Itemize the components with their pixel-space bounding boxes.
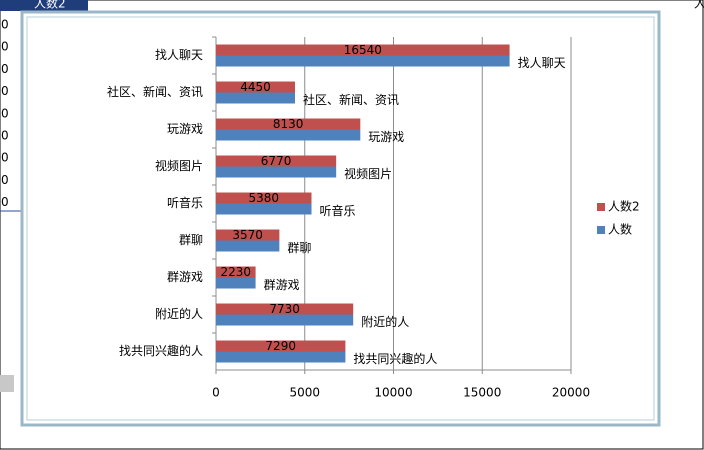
bar bbox=[216, 277, 256, 289]
bar bbox=[216, 118, 361, 130]
y-tick-label: 玩游戏 bbox=[167, 122, 203, 136]
y-tick-label: 社区、新闻、资讯 bbox=[107, 84, 203, 99]
sheet-cell: 0 bbox=[1, 40, 9, 54]
sheet-cell: 0 bbox=[1, 18, 9, 32]
sheet-cell: 0 bbox=[1, 84, 9, 98]
x-tick-label: 15000 bbox=[463, 386, 501, 400]
data-label: 5380 bbox=[248, 191, 279, 205]
bar bbox=[216, 266, 256, 278]
data-label: 社区、新闻、资讯 bbox=[303, 92, 399, 107]
bar bbox=[216, 240, 280, 252]
data-label: 7730 bbox=[269, 302, 300, 316]
data-label: 8130 bbox=[273, 117, 304, 131]
y-tick-label: 群游戏 bbox=[167, 270, 203, 284]
data-label: 3570 bbox=[232, 228, 263, 242]
sheet-cell: 0 bbox=[1, 151, 9, 165]
y-tick-label: 视频图片 bbox=[155, 158, 203, 173]
x-tick-label: 0 bbox=[212, 386, 220, 400]
legend-label: 人数2 bbox=[608, 199, 640, 214]
data-label: 视频图片 bbox=[344, 166, 392, 181]
column-header-cell bbox=[0, 0, 88, 11]
legend-swatch bbox=[597, 203, 605, 211]
sheet-cell: 0 bbox=[1, 62, 9, 76]
legend-swatch bbox=[597, 226, 605, 234]
data-label: 找人聊天 bbox=[518, 56, 566, 70]
bar bbox=[216, 81, 295, 93]
x-tick-label: 10000 bbox=[374, 386, 412, 400]
sheet-cell: 0 bbox=[1, 106, 9, 120]
x-tick-label: 5000 bbox=[289, 386, 320, 400]
bar bbox=[216, 340, 346, 352]
data-label: 2230 bbox=[221, 265, 252, 279]
legend-label: 人数 bbox=[608, 222, 632, 237]
bar bbox=[216, 166, 337, 178]
y-tick-label: 听音乐 bbox=[167, 195, 203, 210]
chart-frame[interactable] bbox=[20, 10, 661, 427]
data-label: 玩游戏 bbox=[368, 130, 404, 144]
bar bbox=[216, 55, 510, 67]
cells: 0 0 0 0 0 0 0 0 0 bbox=[1, 18, 9, 210]
corner-text: 人 bbox=[694, 0, 704, 11]
y-tick-label: 找共同兴趣的人 bbox=[119, 343, 203, 358]
y-tick-label: 找人聊天 bbox=[155, 48, 203, 62]
data-label: 6770 bbox=[261, 154, 292, 168]
x-tick-label: 20000 bbox=[552, 386, 590, 400]
sheet-cell: 0 bbox=[1, 129, 9, 143]
data-label: 找共同兴趣的人 bbox=[353, 351, 437, 366]
data-label: 听音乐 bbox=[319, 203, 355, 218]
bar bbox=[216, 92, 295, 104]
bar bbox=[216, 314, 354, 326]
bar bbox=[216, 303, 354, 315]
bar bbox=[216, 44, 510, 56]
data-label: 7290 bbox=[265, 339, 296, 353]
data-label: 群聊 bbox=[287, 241, 311, 255]
bar bbox=[216, 155, 337, 167]
y-tick-label: 群聊 bbox=[179, 233, 203, 247]
data-label: 群游戏 bbox=[264, 278, 300, 292]
scroll-box bbox=[0, 375, 14, 392]
bar bbox=[216, 129, 361, 141]
data-label: 16540 bbox=[344, 43, 382, 57]
y-tick-label: 附近的人 bbox=[155, 306, 203, 321]
bar bbox=[216, 192, 312, 204]
bar bbox=[216, 229, 280, 241]
bar bbox=[216, 203, 312, 215]
sheet-cell: 0 bbox=[1, 195, 9, 209]
data-label: 附近的人 bbox=[361, 314, 409, 329]
sheet-cell: 0 bbox=[1, 173, 9, 187]
chart-inner-frame bbox=[26, 16, 655, 421]
bar bbox=[216, 351, 346, 363]
column-header: 人数2 bbox=[34, 0, 66, 11]
data-label: 4450 bbox=[240, 80, 271, 94]
